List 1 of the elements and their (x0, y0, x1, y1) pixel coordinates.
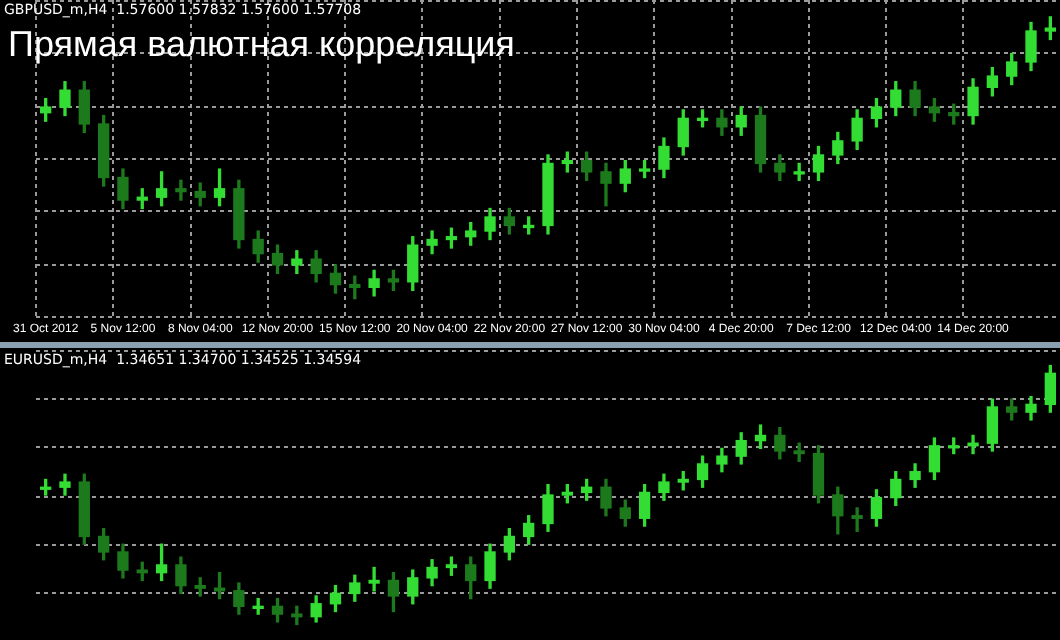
chart-title: Прямая валютная корреляция (8, 24, 515, 66)
